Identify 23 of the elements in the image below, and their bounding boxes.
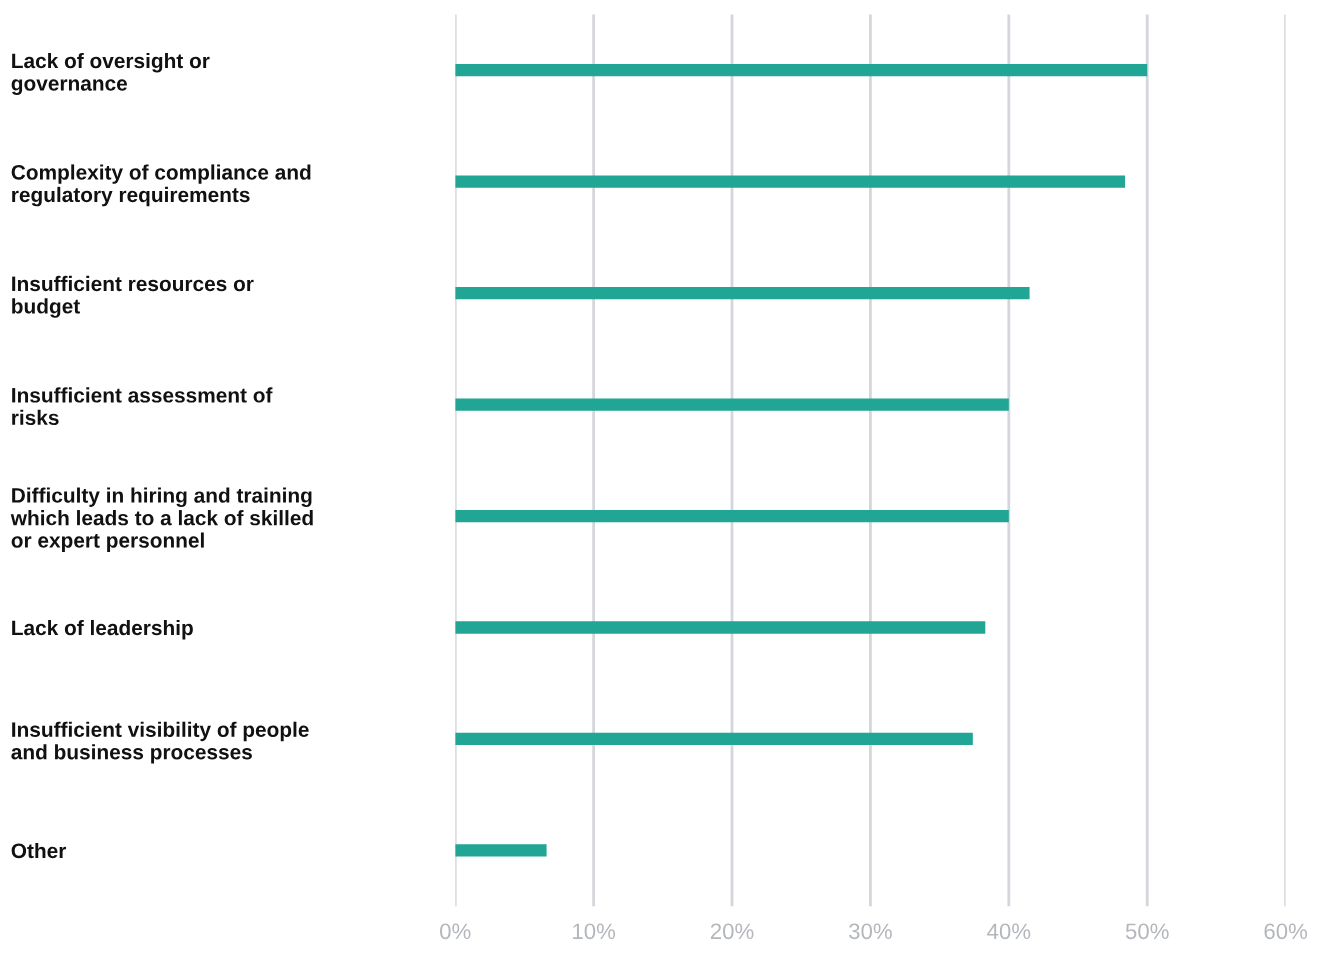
x-tick-label: 10% [573,923,616,940]
bar [455,64,1148,77]
bar [455,175,1126,188]
bar [455,509,1009,523]
y-tick-label: Insufficient visibility of people and business processes [11,721,309,764]
bar [455,621,986,634]
x-tick-label: 30% [849,923,892,940]
x-tick-label: 50% [1125,923,1169,940]
bar [455,398,1009,411]
x-tick-label: 20% [710,923,754,940]
bar [455,844,547,857]
x-tick-label: 60% [1264,923,1308,940]
bar [455,286,1030,300]
y-tick-label: Lack of oversight or governance [11,52,210,95]
bar [455,732,973,746]
y-tick-label: Insufficient assessment of risks [12,387,273,426]
y-tick-label: Insufficient resources or budget [12,275,254,318]
x-tick-label: 0% [440,923,471,940]
y-tick-label: Complexity of compliance and regulatory requirements [11,164,311,207]
y-tick-label: Lack of leadership [12,619,193,640]
x-tick-label: 40% [987,923,1031,940]
y-tick-label: Difficulty in hiring and training which leads to a lack of skilled or expert personnel [10,487,313,552]
y-tick-label: Other [11,842,67,859]
